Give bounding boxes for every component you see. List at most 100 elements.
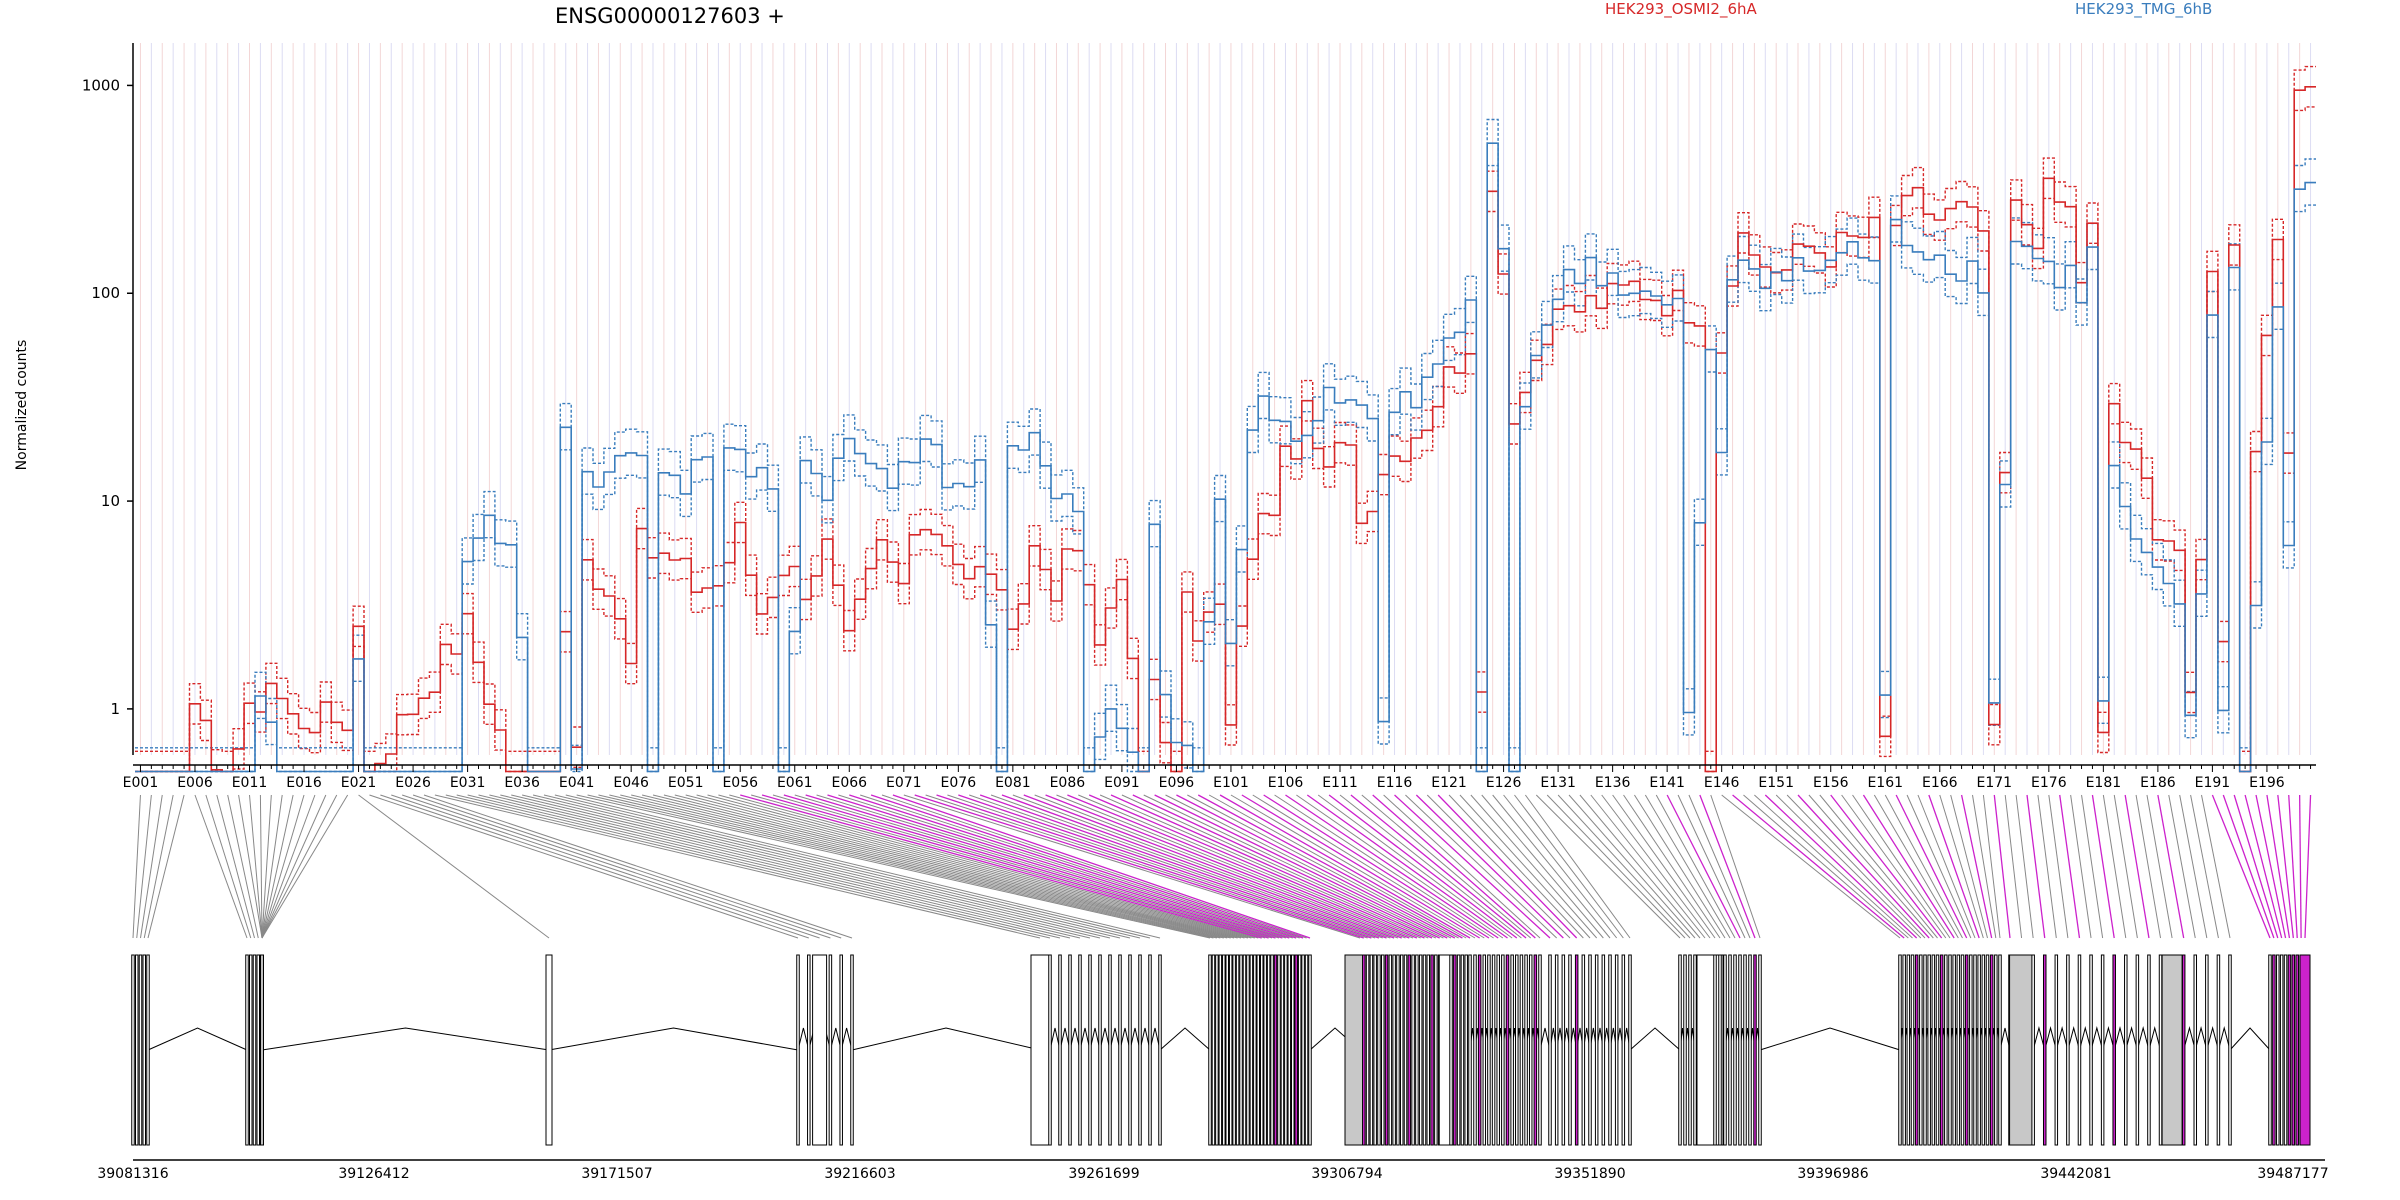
exon-box [2299, 954, 2311, 1146]
y-axis: 1 10 100 1000 [82, 43, 134, 755]
exon-box [1407, 954, 1412, 1146]
exon-box [1430, 954, 1434, 1146]
exon-genomic-connectors [132, 794, 2312, 939]
exon-connector [2190, 794, 2219, 939]
exon-connector [598, 794, 1218, 939]
exon-box [1411, 954, 1415, 1146]
exon-box [1482, 954, 1487, 1146]
exon-connector [1623, 794, 1721, 939]
exon-box [1548, 954, 1552, 1146]
exon-connector [1786, 794, 1926, 939]
intron-line [2183, 1026, 2196, 1051]
legend-series-osmi2: HEK293_OSMI2_6hA [1605, 0, 1758, 19]
exon-box [1287, 954, 1292, 1146]
exon-box [1030, 954, 1050, 1146]
exon-connector [1808, 794, 1934, 939]
exon-connector [1176, 794, 1456, 939]
exon-connector [740, 794, 1262, 939]
exon-box [1259, 954, 1264, 1146]
exon-box [1743, 954, 1747, 1146]
exon-connector [1252, 794, 1485, 939]
exon-connector [2124, 794, 2150, 939]
intron-line [797, 1027, 810, 1051]
exon-box [1914, 954, 1919, 1146]
intron-line [2217, 1026, 2231, 1051]
genomic-coordinate-label: 39442081 [2040, 1166, 2111, 1182]
exon-box [1477, 954, 1482, 1146]
exon-box [138, 954, 143, 1146]
exon-box [1399, 954, 1404, 1146]
exon-connector [238, 794, 263, 939]
exon-box [1280, 954, 1285, 1146]
exon-box [1952, 954, 1956, 1146]
exon-connector [674, 794, 1242, 939]
exon-connector [143, 794, 174, 939]
exon-box [1078, 954, 1082, 1146]
exon-axis: E001 E006 E011 E016 E021 E026 E031 E036 E041 E046… [123, 764, 2316, 791]
exon-box [1215, 954, 1219, 1146]
exon-connector [2288, 794, 2298, 939]
exon-connector [261, 794, 305, 939]
exon-tick-label: E061 [777, 775, 813, 791]
intron-line [2136, 1026, 2150, 1051]
exon-tick-label: E036 [504, 775, 540, 791]
exon-tick-label: E056 [722, 775, 758, 791]
y-tick-label: 1000 [82, 76, 120, 94]
exon-tick-label: E086 [1050, 775, 1086, 791]
exon-connector [467, 794, 1071, 939]
exon-connector [1546, 794, 1686, 939]
exon-connector [1437, 794, 1578, 939]
exon-connector [2168, 794, 2196, 939]
exon-connector [2113, 794, 2138, 939]
exon-box [2268, 954, 2272, 1146]
exon-tick-label: E101 [1213, 775, 1249, 791]
exon-connector [132, 794, 141, 939]
exon-connector [2244, 794, 2283, 939]
exon-tick-label: E021 [341, 775, 377, 791]
exon-connector [2048, 794, 2069, 939]
exon-box [1723, 954, 1727, 1146]
exon-box [1453, 954, 1457, 1146]
exon-box [1460, 954, 1465, 1146]
exon-box [1211, 954, 1216, 1146]
exon-box [1927, 954, 1931, 1146]
exon-connector [1699, 794, 1756, 939]
exon-box [1270, 954, 1274, 1146]
exon-box [1294, 954, 1298, 1146]
exon-tick-label: E126 [1486, 775, 1522, 791]
exon-box [1614, 954, 1619, 1146]
intron-line [2032, 1026, 2046, 1051]
exon-connector [1296, 794, 1504, 939]
exon-connector [2135, 794, 2162, 939]
exon-tick-label: E001 [123, 775, 159, 791]
exon-box [1994, 954, 1998, 1146]
exon-box [1588, 954, 1592, 1146]
exon-connector [1197, 794, 1463, 939]
exon-box [1713, 954, 1717, 1146]
exon-box [1601, 954, 1606, 1146]
exon-connector [1001, 794, 1395, 939]
exon-connector [892, 794, 1311, 939]
exon-box [1956, 954, 1961, 1146]
exon-box [1621, 954, 1626, 1146]
exon-box [2089, 954, 2093, 1146]
exon-box [1235, 954, 1240, 1146]
exon-box [1998, 954, 2002, 1146]
exon-connector [1655, 794, 1736, 939]
exon-connector [2146, 794, 2173, 939]
exon-box [146, 954, 150, 1146]
exon-connector [1939, 794, 1984, 939]
exon-box [1277, 954, 1281, 1146]
exon-box [1138, 954, 1142, 1146]
intron-line [840, 1027, 853, 1051]
exon-box [1148, 954, 1152, 1146]
exon-box [249, 954, 253, 1146]
exon-box [1906, 954, 1911, 1146]
exon-tick-label: E186 [2140, 775, 2176, 791]
exon-connector [914, 794, 1364, 939]
exon-connector [1830, 794, 1943, 939]
exon-tick-label: E071 [886, 775, 922, 791]
exon-connector [1154, 794, 1448, 939]
exon-connector [1754, 794, 1913, 939]
exon-box [1438, 954, 1456, 1146]
